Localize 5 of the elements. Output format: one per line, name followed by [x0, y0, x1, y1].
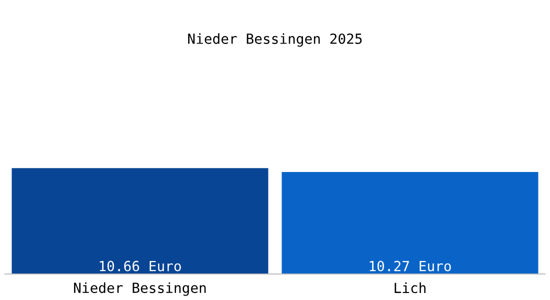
data-label: 10.27 Euro	[370, 260, 451, 272]
data-label: 10.66 Euro	[100, 260, 181, 272]
x-tick-label: Nieder Bessingen	[74, 282, 206, 296]
chart-title: Nieder Bessingen 2025	[188, 33, 362, 47]
x-tick-label: Lich	[394, 282, 426, 294]
